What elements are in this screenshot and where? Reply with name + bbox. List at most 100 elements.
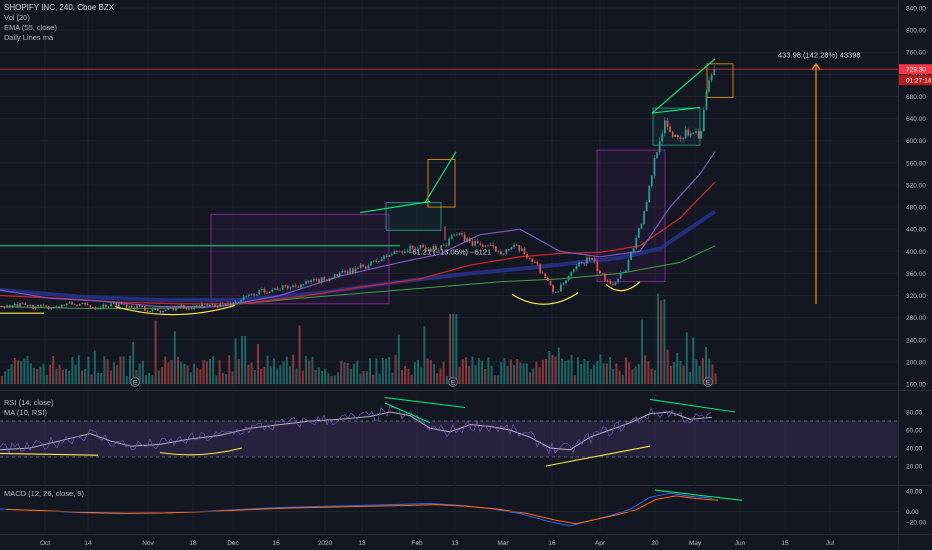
volume-bar [193, 363, 195, 384]
volume-bar [708, 358, 711, 384]
candle-body [409, 245, 411, 251]
volume-bar [436, 373, 439, 384]
volume-bar [327, 373, 330, 384]
volume-bar [570, 354, 573, 384]
candle-body [151, 309, 154, 312]
volume-bar [145, 375, 147, 384]
earnings-marker-label: E [451, 380, 456, 387]
candle-body [422, 244, 424, 248]
volume-bar [442, 361, 445, 384]
candle-body [11, 305, 14, 308]
candle-body [575, 266, 578, 270]
candle-body [645, 202, 648, 212]
volume-bar [161, 367, 163, 384]
volume-bar [641, 319, 643, 384]
time-tick-label: Mar [497, 540, 509, 547]
rsi-arrow [545, 445, 651, 467]
candle-body [513, 244, 515, 248]
volume-bar [311, 356, 314, 384]
candle-body [565, 280, 567, 284]
volume-bar [209, 358, 211, 384]
candle-body [276, 288, 279, 291]
candle-body [541, 272, 544, 274]
volume-bar [394, 354, 397, 384]
candle-body [635, 237, 638, 249]
main-legend: SHOPIFY INC, 240, Cboe BZX Vol (20) EMA … [4, 3, 114, 43]
candle-body [547, 278, 549, 282]
candle-body [261, 288, 263, 290]
candle-body [149, 311, 151, 312]
volume-bar [129, 355, 131, 384]
volume-bar [228, 355, 231, 384]
volume-bar [583, 358, 586, 384]
volume-bar [458, 366, 461, 384]
legend-macd: MACD (12, 26, close, 9) [4, 489, 85, 498]
volume-bar [269, 366, 272, 384]
time-axis[interactable]: Oct 14 Nov 18 Dec 16 2020 13 Feb 13 Mar 16 Apr 20 May J… [40, 540, 835, 547]
candle-body [383, 255, 385, 259]
candle-body [632, 248, 635, 253]
candle-body [196, 305, 198, 307]
rsi-legend: RSI (14, close) MA (10, RSI) [4, 398, 54, 418]
candle-body [219, 303, 222, 308]
volume-bar [141, 360, 144, 384]
volume-bar [257, 344, 259, 384]
candle-body [214, 304, 216, 307]
candle-body [456, 234, 458, 236]
volume-bar [455, 314, 458, 384]
pane-separator [0, 534, 932, 535]
candle-body [596, 261, 599, 271]
candle-body [492, 244, 495, 247]
candle-body [391, 254, 393, 256]
volume-bar [554, 356, 557, 384]
volume-bar [433, 364, 435, 384]
volume-bar [113, 362, 115, 384]
volume-bar [237, 358, 240, 384]
price-axis[interactable]: 840.00800.00760.00720.00680.00640.00600.… [906, 6, 926, 527]
volume-bar [519, 362, 522, 384]
countdown-value: 01:27:14 [906, 78, 932, 85]
volume-bar [132, 341, 135, 384]
candle-body [255, 294, 258, 296]
volume-bar [474, 365, 477, 384]
price-tick-label: 800.00 [906, 28, 926, 35]
candle-body [29, 305, 32, 307]
candle-body [713, 69, 716, 75]
candle-body [222, 303, 224, 305]
candle-body [424, 247, 427, 250]
candle-body [705, 91, 708, 110]
candle-body [435, 246, 437, 250]
candle-body [440, 245, 443, 250]
candle-body [508, 249, 510, 251]
candle-body [367, 265, 370, 269]
volume-bar [199, 369, 202, 384]
candle-body [643, 211, 645, 225]
volume-bar [212, 355, 215, 384]
volume-bar [599, 354, 602, 384]
candle-body [37, 304, 40, 307]
candle-body [201, 303, 203, 307]
candle-body [567, 276, 570, 281]
candle-body [281, 285, 284, 290]
candle-body [700, 131, 703, 139]
volume-bar [541, 359, 544, 384]
volume-bar [545, 358, 547, 384]
price-tick-label: 320.00 [906, 293, 926, 300]
candle-body [656, 152, 658, 159]
price-tick-label: 600.00 [906, 138, 926, 145]
candle-body [593, 257, 596, 262]
candle-body [552, 285, 554, 293]
candle-body [224, 303, 227, 305]
volume-bar [628, 362, 631, 384]
candle-body [411, 245, 414, 249]
candle-body [445, 244, 448, 246]
candle-body [58, 306, 60, 308]
candle-body [125, 304, 128, 308]
price-tick-label: 480.00 [906, 205, 926, 212]
candle-body [50, 307, 53, 310]
volume-bar [484, 368, 487, 384]
volume-bar [682, 365, 685, 384]
candle-body [94, 307, 97, 309]
candle-body [211, 304, 214, 306]
